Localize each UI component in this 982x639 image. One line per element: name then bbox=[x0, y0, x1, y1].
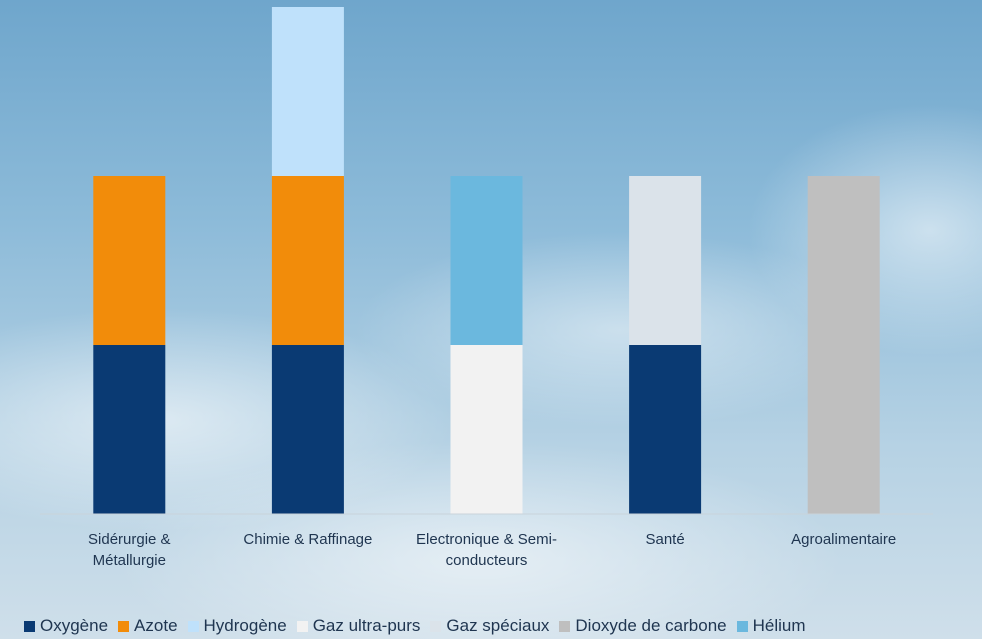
legend-item: Dioxyde de carbone bbox=[559, 616, 727, 636]
bars-group bbox=[93, 7, 880, 514]
legend-item: Azote bbox=[118, 616, 178, 636]
legend-swatch bbox=[118, 620, 130, 632]
bar-segment bbox=[271, 345, 344, 514]
x-axis-labels: Sidérurgie & Métallurgie Chimie & Raffinag… bbox=[88, 531, 896, 569]
legend-swatch bbox=[736, 620, 748, 632]
legend-item: Gaz spéciaux bbox=[430, 616, 549, 636]
legend-label: Dioxyde de carbone bbox=[575, 616, 727, 635]
legend-label: Hélium bbox=[752, 616, 806, 635]
bar-segment bbox=[93, 345, 166, 514]
legend-swatch bbox=[187, 620, 199, 632]
bar-segment bbox=[450, 345, 523, 514]
legend-item: Gaz ultra-purs bbox=[296, 616, 421, 636]
legend-label: Oxygène bbox=[40, 616, 109, 635]
legend-swatch bbox=[430, 620, 442, 632]
x-tick-label: Chimie & Raffinage bbox=[243, 531, 372, 548]
bar-segment bbox=[629, 176, 702, 345]
bar-segment bbox=[271, 176, 344, 345]
legend-swatch bbox=[559, 620, 571, 632]
bar-segment bbox=[629, 345, 702, 514]
legend-label: Hydrogène bbox=[203, 616, 287, 635]
legend-item: Oxygène bbox=[24, 616, 108, 636]
x-tick-label: Sidérurgie & Métallurgie bbox=[88, 531, 171, 569]
legend: Oxygène Azote Hydrogène Gaz ultra-purs Gaz s… bbox=[24, 616, 974, 636]
bar-segment bbox=[450, 176, 523, 345]
legend-item: Hydrogène bbox=[187, 616, 287, 636]
legend-label: Gaz ultra-purs bbox=[312, 616, 421, 635]
bar-segment bbox=[271, 7, 344, 176]
x-tick-label: Electronique & Semi-conducteurs bbox=[416, 531, 557, 569]
legend-item: Hélium bbox=[736, 616, 806, 636]
legend-swatch bbox=[24, 620, 35, 632]
legend-swatch bbox=[296, 620, 308, 632]
bar-segment bbox=[93, 176, 166, 345]
x-tick-label: Santé bbox=[645, 531, 684, 548]
legend-label: Gaz spéciaux bbox=[446, 616, 550, 635]
bar-segment bbox=[807, 176, 880, 514]
legend-label: Azote bbox=[134, 616, 178, 635]
x-tick-label: Agroalimentaire bbox=[791, 531, 896, 548]
